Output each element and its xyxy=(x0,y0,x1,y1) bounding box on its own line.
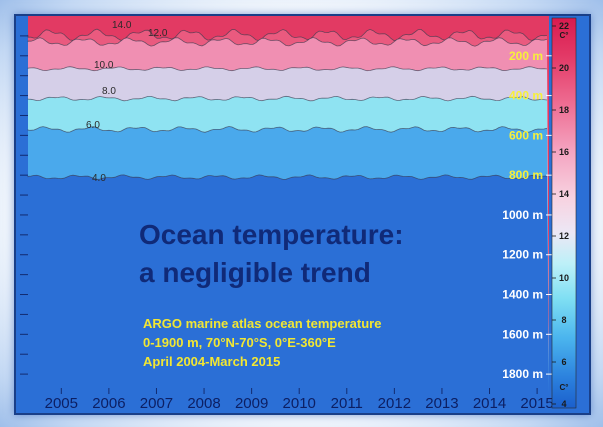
year-tick-label: 2013 xyxy=(425,395,458,412)
depth-tick-label: 1600 m xyxy=(502,327,543,341)
depth-tick-label: 1400 m xyxy=(502,288,543,302)
year-tick-label: 2008 xyxy=(187,395,220,412)
colorbar xyxy=(551,17,577,409)
contour-label-14.0: 14.0 xyxy=(112,20,132,31)
heatmap-band-4.0 xyxy=(28,174,549,394)
colorbar-unit-top: C° xyxy=(560,31,569,40)
year-tick-label: 2007 xyxy=(140,395,173,412)
depth-tick-label: 800 m xyxy=(509,168,543,182)
year-tick-label: 2012 xyxy=(378,395,411,412)
year-tick-label: 2005 xyxy=(45,395,78,412)
year-tick-label: 2011 xyxy=(331,395,363,412)
source-line-3: April 2004-March 2015 xyxy=(143,354,281,369)
depth-tick-label: 600 m xyxy=(509,128,543,142)
colorbar-tick-label: 4 xyxy=(561,399,566,409)
year-tick-label: 2015 xyxy=(520,395,553,412)
contour-line-10.0 xyxy=(27,66,548,72)
colorbar-tick-label: 12 xyxy=(559,231,569,241)
source-line-1: ARGO marine atlas ocean temperature xyxy=(143,316,382,331)
chart-frame: 14.0 12.0 10.0 8.0 6.0 4.0 200 m 400 m 600 m 800 … xyxy=(14,14,591,415)
depth-tick-label: 1000 m xyxy=(502,208,543,222)
headline-line-1: Ocean temperature: xyxy=(139,219,404,250)
colorbar-tick-label: 22 xyxy=(559,21,569,31)
contour-label-6.0: 6.0 xyxy=(86,120,100,131)
contour-label-8.0: 8.0 xyxy=(102,86,116,97)
year-tick-label: 2006 xyxy=(92,395,125,412)
colorbar-tick-label: 16 xyxy=(559,147,569,157)
contour-line-8.0 xyxy=(27,95,548,102)
colorbar-tick-label: 14 xyxy=(559,189,569,199)
chart-headline: Ocean temperature: a negligible trend xyxy=(139,216,479,292)
contour-label-10.0: 10.0 xyxy=(94,60,114,71)
depth-tick-label: 200 m xyxy=(509,49,543,63)
depth-tick-label: 400 m xyxy=(509,89,543,103)
colorbar-tick-label: 10 xyxy=(559,273,569,283)
contour-label-12.0: 12.0 xyxy=(148,28,168,39)
colorbar-unit-bottom: C° xyxy=(560,383,569,392)
contour-line-6.0 xyxy=(27,126,548,133)
contour-label-4.0: 4.0 xyxy=(92,173,106,184)
colorbar-tick-label: 8 xyxy=(561,315,566,325)
depth-tick-label: 1200 m xyxy=(502,248,543,262)
contour-line-14.0 xyxy=(27,28,548,42)
contour-line-12.0 xyxy=(27,37,548,47)
temperature-depth-chart: 14.0 12.0 10.0 8.0 6.0 4.0 200 m 400 m 600 m 800 … xyxy=(20,16,577,412)
contour-line-4.0 xyxy=(27,174,548,180)
year-tick-label: 2014 xyxy=(473,395,506,412)
colorbar-tick-label: 18 xyxy=(559,105,569,115)
source-line-2: 0-1900 m, 70°N-70°S, 0°E-360°E xyxy=(143,335,336,350)
depth-tick-label: 1800 m xyxy=(502,367,543,381)
colorbar-tick-label: 6 xyxy=(561,357,566,367)
chart-source-note: ARGO marine atlas ocean temperature 0-19… xyxy=(143,314,483,371)
year-tick-label: 2009 xyxy=(235,395,268,412)
year-tick-label: 2010 xyxy=(283,395,316,412)
colorbar-tick-label: 20 xyxy=(559,63,569,73)
headline-line-2: a negligible trend xyxy=(139,257,371,288)
